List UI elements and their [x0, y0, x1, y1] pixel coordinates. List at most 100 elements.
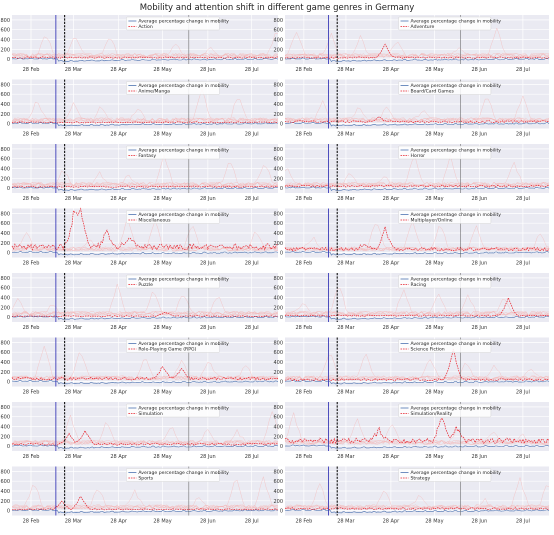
legend-box: [398, 210, 492, 224]
x-tick-label: 28 Mar: [65, 519, 83, 525]
y-tick-label: 400: [0, 102, 10, 108]
y-tick-label: 800: [273, 340, 283, 346]
y-tick-label: 800: [273, 276, 283, 282]
x-tick-label: 28 Jun: [200, 454, 216, 460]
background-series-line: [284, 110, 550, 123]
x-tick-label: 28 Feb: [23, 519, 40, 525]
legend-mobility-label: Average percentage change in mobility: [411, 19, 502, 25]
x-tick-label: 28 Feb: [295, 67, 312, 73]
background-series-line: [285, 495, 550, 510]
y-tick-label: 200: [273, 112, 283, 118]
legend-genre-label: Simulation: [138, 411, 163, 417]
background-series-line: [284, 288, 550, 316]
attention-series-line: [11, 495, 279, 511]
attention-series-line: [284, 417, 550, 445]
x-tick-label: 28 Apr: [383, 325, 401, 331]
y-tick-label: 200: [273, 434, 283, 440]
legend-mobility-label: Average percentage change in mobility: [411, 341, 502, 347]
x-tick-label: 28 Mar: [65, 132, 83, 138]
x-tick-label: 28 Apr: [383, 519, 401, 525]
x-tick-label: 28 Feb: [295, 132, 312, 138]
x-tick-label: 28 Feb: [23, 132, 40, 138]
x-tick-label: 28 May: [153, 454, 171, 460]
x-tick-label: 28 Jul: [245, 196, 259, 202]
legend-box: [398, 145, 492, 160]
legend-genre-label: Science Fiction: [411, 347, 445, 353]
x-tick-label: 28 May: [425, 132, 443, 138]
attention-series-line: [11, 207, 279, 251]
mobility-series-line: [284, 186, 550, 191]
mobility-series-line: [284, 380, 550, 385]
legend-genre-label: Simulation/Reality: [411, 411, 453, 417]
attention-series-line: [285, 507, 550, 511]
y-tick-label: 200: [273, 176, 283, 182]
mobility-series-line: [284, 508, 550, 514]
y-tick-label: 0: [7, 186, 10, 192]
y-tick-label: 200: [0, 370, 10, 376]
y-tick-label: 600: [0, 479, 10, 485]
x-tick-label: 28 May: [425, 325, 443, 331]
mobility-series-line: [284, 315, 550, 320]
y-tick-label: 200: [0, 241, 10, 247]
panel-12: 0 200 400 600 800 28 Feb 28 Mar 28 Apr 28 May 28 …: [0, 402, 279, 460]
x-tick-label: 28 Mar: [65, 390, 83, 396]
legend-mobility-label: Average percentage change in mobility: [411, 277, 502, 283]
y-tick-label: 0: [280, 315, 283, 321]
panel-9: 0 200 400 600 800 28 Feb 28 Mar 28 Apr 28 May 28 …: [273, 273, 550, 331]
y-tick-label: 0: [7, 57, 10, 63]
y-tick-label: 0: [7, 122, 10, 128]
background-series-line: [11, 101, 279, 123]
mobility-series-line: [11, 380, 279, 385]
x-tick-label: 28 Jul: [516, 261, 530, 267]
y-tick-label: 0: [7, 509, 10, 515]
attention-series-line: [284, 184, 549, 188]
y-tick-label: 600: [0, 157, 10, 163]
y-tick-label: 200: [0, 47, 10, 53]
legend-mobility-label: Average percentage change in mobility: [138, 341, 229, 347]
legend-genre-label: Strategy: [411, 476, 431, 482]
legend-box: [126, 403, 220, 418]
y-tick-label: 800: [0, 82, 10, 88]
x-tick-label: 28 Jun: [200, 390, 216, 396]
y-tick-label: 600: [273, 415, 283, 421]
y-tick-label: 800: [273, 469, 283, 475]
background-series-line: [284, 476, 550, 510]
attention-series-line: [11, 56, 279, 59]
y-tick-label: 400: [0, 296, 10, 302]
x-tick-label: 28 May: [425, 390, 443, 396]
legend-mobility-label: Average percentage change in mobility: [411, 406, 502, 412]
x-tick-label: 28 Mar: [337, 454, 355, 460]
x-tick-label: 28 Jul: [245, 132, 259, 138]
x-tick-label: 28 May: [153, 67, 171, 73]
attention-series-line: [284, 296, 550, 317]
x-tick-label: 28 Feb: [295, 390, 312, 396]
x-tick-label: 28 Jun: [471, 390, 487, 396]
panel-3: 0 200 400 600 800 28 Feb 28 Mar 28 Apr 28 May 28 …: [273, 79, 550, 138]
x-tick-label: 28 May: [153, 390, 171, 396]
mobility-series-line: [285, 251, 550, 256]
y-tick-label: 200: [0, 112, 10, 118]
legend-box: [398, 468, 492, 482]
x-tick-label: 28 Mar: [337, 67, 355, 73]
background-series-line: [284, 99, 550, 123]
x-tick-label: 28 Feb: [295, 196, 312, 202]
y-tick-label: 0: [280, 57, 283, 63]
panel-13: 0 200 400 600 800 28 Feb 28 Mar 28 Apr 28 May 28 …: [273, 402, 550, 460]
attention-series-line: [11, 185, 279, 188]
y-tick-label: 800: [0, 469, 10, 475]
legend-genre-label: Horror: [411, 153, 426, 159]
x-tick-label: 28 Apr: [383, 196, 401, 202]
mobility-series-line: [11, 57, 279, 62]
mobility-series-line: [11, 509, 279, 514]
panel-0: 0 200 400 600 800 28 Feb 28 Mar 28 Apr 28 May 28 …: [0, 15, 279, 73]
y-tick-label: 0: [7, 380, 10, 386]
background-series-line: [284, 236, 550, 252]
x-tick-label: 28 May: [425, 454, 443, 460]
y-tick-label: 600: [0, 415, 10, 421]
x-tick-label: 28 Jul: [245, 390, 259, 396]
legend-box: [126, 16, 220, 31]
x-tick-label: 28 Feb: [23, 325, 40, 331]
y-tick-label: 200: [273, 370, 283, 376]
x-tick-label: 28 Jul: [516, 390, 530, 396]
background-series-line: [284, 32, 550, 58]
